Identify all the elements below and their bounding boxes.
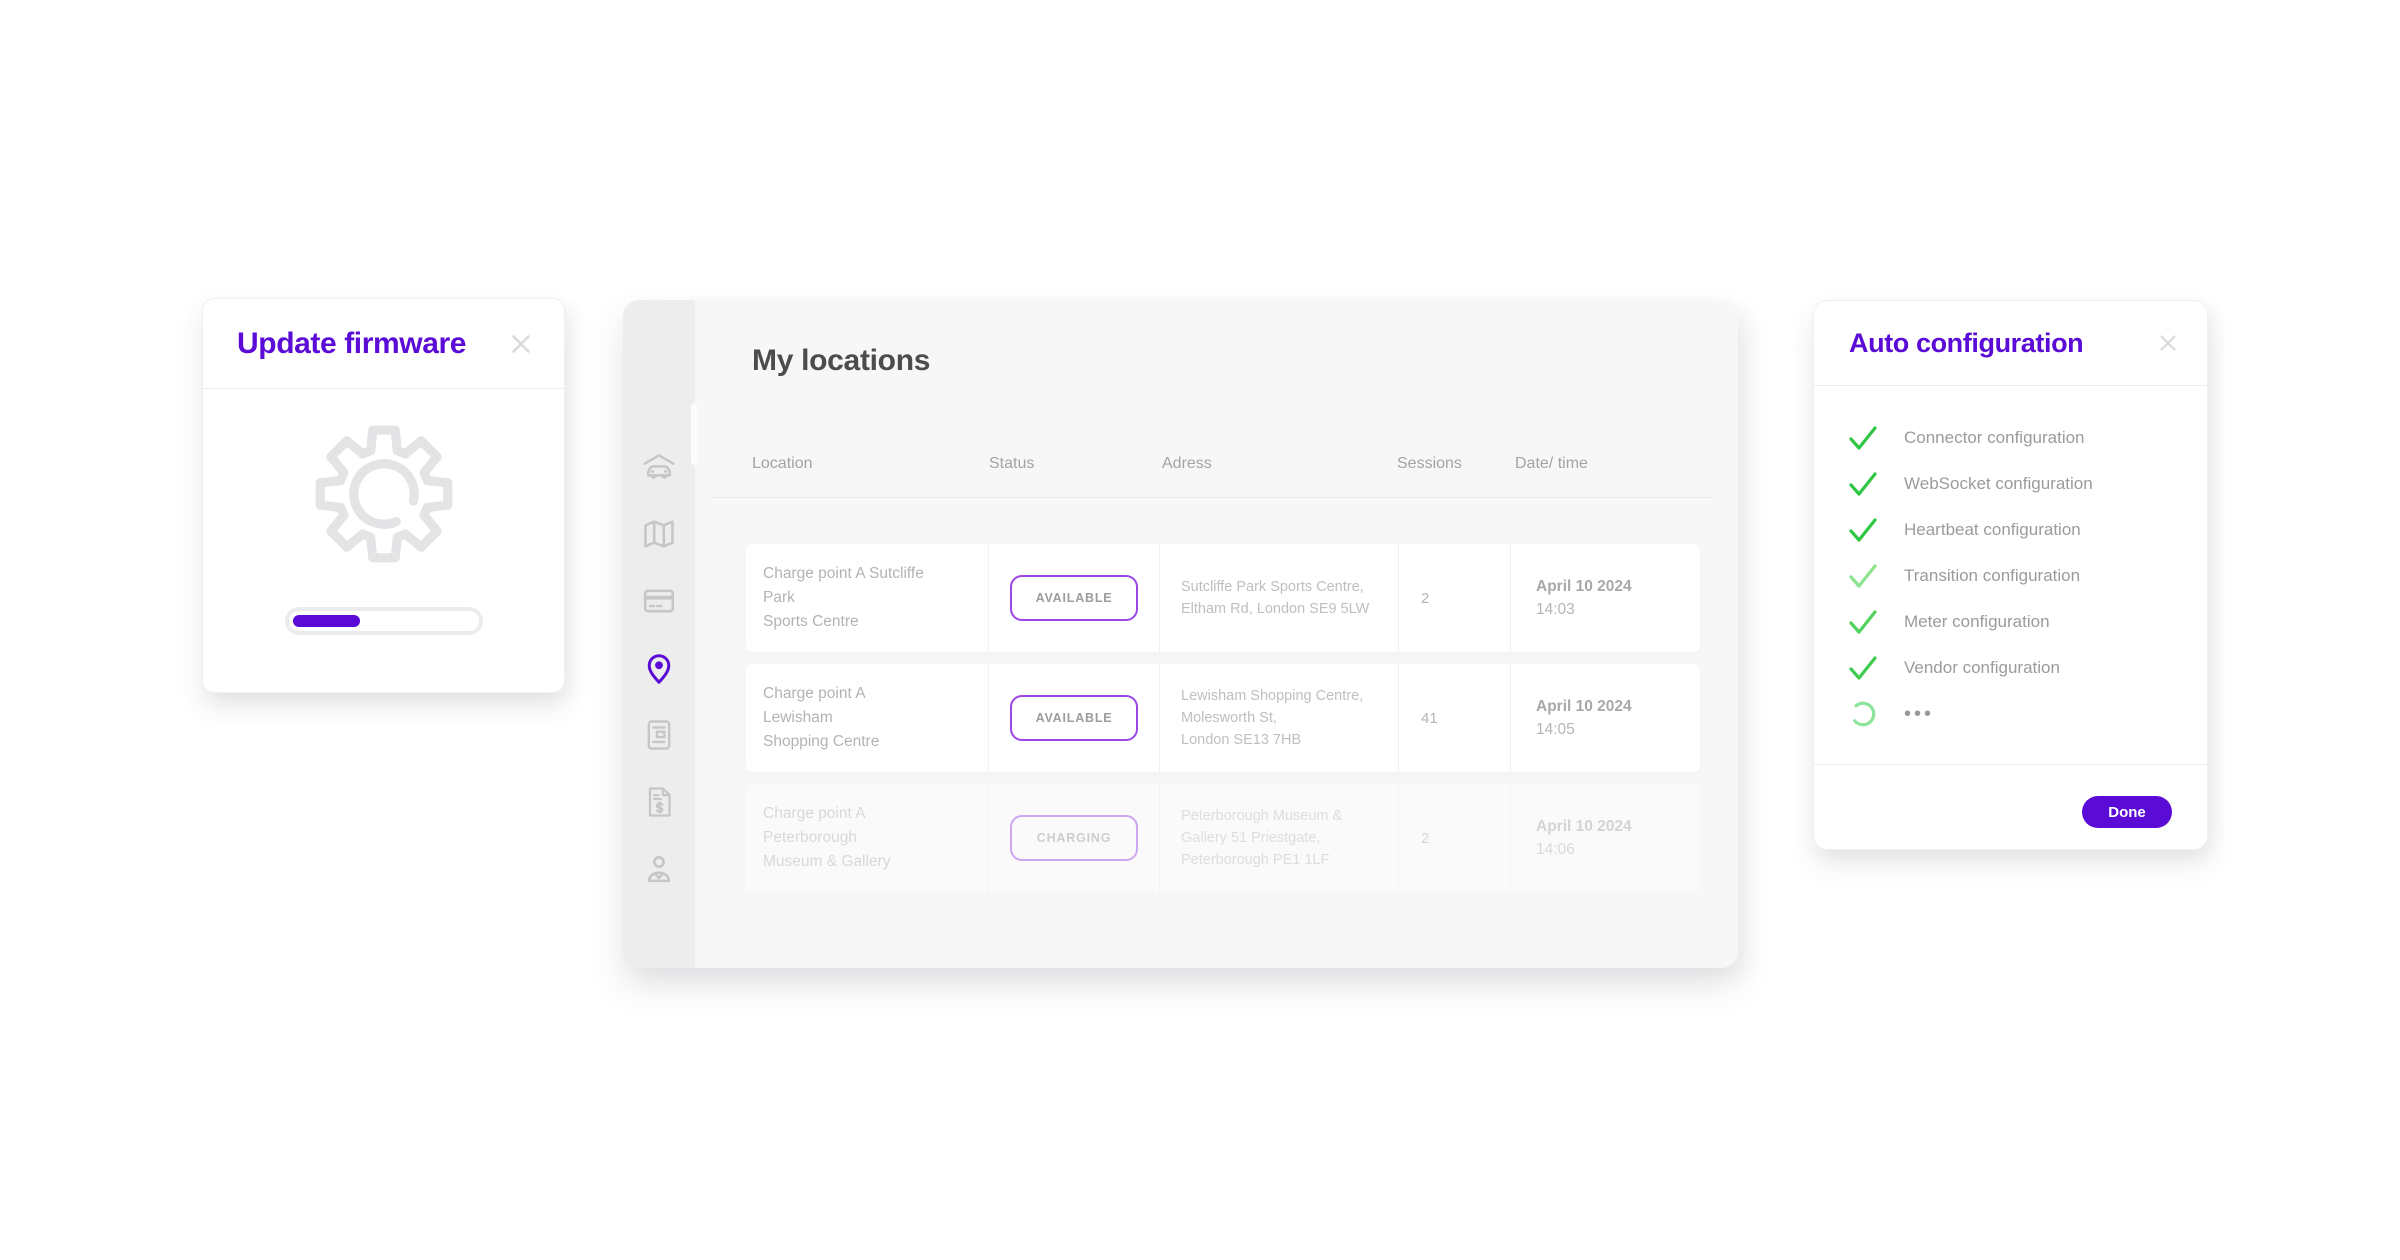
sidebar-item-documents[interactable] [641,717,677,753]
adress-cell: Sutcliffe Park Sports Centre, Eltham Rd,… [1159,544,1398,652]
update-firmware-header: Update firmware [203,299,564,389]
close-icon [512,334,530,353]
sessions-cell: 41 [1398,664,1510,772]
location-cell: Charge point A Peterborough Museum & Gal… [763,805,891,870]
sidebar-item-map[interactable] [641,516,677,552]
config-item: WebSocket configuration [1814,461,2207,507]
location-cell: Charge point A Sutcliffe Park Sports Cen… [763,565,924,630]
firmware-progress-fill [292,615,360,627]
config-item-pending: ••• [1814,691,2207,737]
status-badge: AVAILABLE [1010,695,1138,741]
adress-cell: Lewisham Shopping Centre, Molesworth St,… [1159,664,1398,772]
document-icon [647,720,671,750]
status-cell: AVAILABLE [988,544,1159,652]
config-item: Meter configuration [1814,599,2207,645]
check-icon [1849,564,1877,588]
update-firmware-modal: Update firmware [202,298,565,693]
status-badge: CHARGING [1010,815,1138,861]
locations-table: Charge point A Sutcliffe Park Sports Cen… [746,544,1700,904]
footer-divider [1814,764,2207,765]
auto-configuration-modal: Auto configuration Connector configurati… [1813,300,2208,850]
check-icon [1849,610,1877,634]
sidebar-item-payments[interactable] [641,583,677,619]
status-cell: CHARGING [988,784,1159,892]
sidebar-item-account[interactable] [641,851,677,887]
sessions-cell: 2 [1398,544,1510,652]
config-item: Transition configuration [1814,553,2207,599]
config-item: Connector configuration [1814,415,2207,461]
config-item: Vendor configuration [1814,645,2207,691]
close-icon [2160,335,2176,351]
status-badge: AVAILABLE [1010,575,1138,621]
check-icon [1849,426,1877,450]
garage-car-icon [643,454,675,479]
auto-configuration-title: Auto configuration [1849,327,2084,358]
done-button[interactable]: Done [2082,796,2172,828]
column-header-sessions: Sessions [1397,455,1462,472]
column-header-date-time: Date/ time [1515,455,1588,472]
update-firmware-body [203,389,564,692]
column-header-adress: Adress [1162,455,1212,472]
config-item: Heartbeat configuration [1814,507,2207,553]
table-header-divider [710,497,1714,498]
payment-card-icon [643,589,675,613]
firmware-progress-bar [284,607,483,635]
close-button[interactable] [506,329,536,359]
table-row[interactable]: Charge point A Lewisham Shopping Centre … [746,664,1700,772]
my-locations-panel: My locations Location Status Adress Sess… [623,300,1738,968]
spinner-icon [1850,701,1876,727]
sidebar-item-locations[interactable] [641,650,677,686]
check-icon [1849,472,1877,496]
update-firmware-title: Update firmware [237,326,467,360]
table-row[interactable]: Charge point A Peterborough Museum & Gal… [746,784,1700,892]
account-icon [647,856,671,883]
configuration-checklist: Connector configuration WebSocket config… [1814,415,2207,737]
table-row[interactable]: Charge point A Sutcliffe Park Sports Cen… [746,544,1700,652]
date-time-cell: April 10 2024 14:03 [1510,544,1700,652]
location-pin-icon [647,654,671,684]
auto-configuration-header: Auto configuration [1814,301,2207,386]
date-time-cell: April 10 2024 14:06 [1510,784,1700,892]
sessions-cell: 2 [1398,784,1510,892]
date-time-cell: April 10 2024 14:05 [1510,664,1700,772]
invoice-icon [648,787,671,817]
sidebar [623,300,695,968]
sidebar-item-garage[interactable] [641,449,677,485]
column-header-status: Status [989,455,1035,472]
map-icon [644,520,674,548]
location-cell: Charge point A Lewisham Shopping Centre [763,685,880,750]
status-cell: AVAILABLE [988,664,1159,772]
gear-icon [315,425,452,563]
adress-cell: Peterborough Museum & Gallery 51 Priestg… [1159,784,1398,892]
column-header-location: Location [752,455,813,472]
check-icon [1849,656,1877,680]
scrollbar-thumb[interactable] [691,403,697,465]
check-icon [1849,518,1877,542]
sidebar-item-invoices[interactable] [641,784,677,820]
close-button[interactable] [2155,330,2181,356]
page-title: My locations [752,344,931,377]
